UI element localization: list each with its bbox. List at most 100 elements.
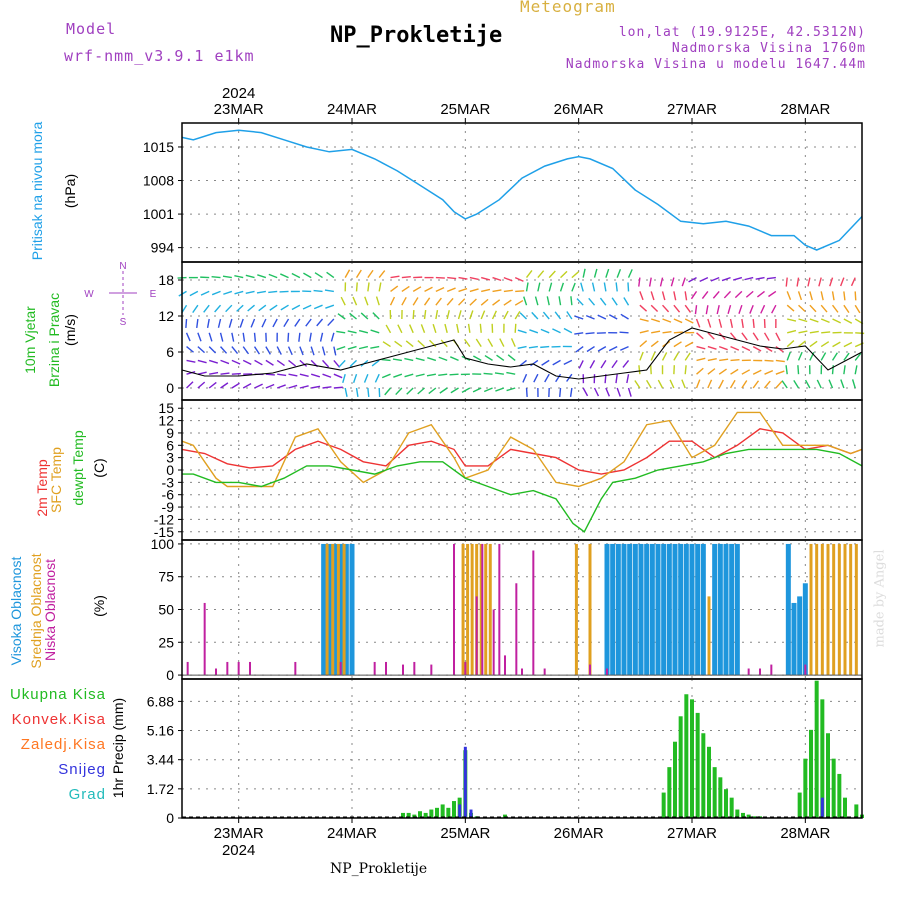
wind-arrow [809, 340, 818, 348]
precip-snow-bar [820, 797, 824, 818]
wind-arrow [651, 330, 661, 334]
wind-arrow [582, 387, 589, 397]
wind-arrow [417, 387, 425, 395]
wind-arrow [404, 357, 414, 362]
wind-arrow [615, 374, 618, 384]
wind-arrow [721, 276, 731, 282]
wind-arrow [809, 330, 819, 334]
wind-arrow [458, 298, 466, 306]
wind-arrow [338, 359, 346, 368]
wind-arrow [305, 318, 312, 327]
wind-arrow [503, 289, 513, 293]
precip-total-bar [684, 694, 689, 818]
bottom-date-label: 25MAR [440, 825, 490, 842]
wind-arrow [291, 304, 301, 311]
wind-arrow [571, 282, 576, 292]
wind-arrow [627, 269, 633, 278]
wind-arrow [330, 332, 335, 342]
wind-arrow [261, 318, 267, 328]
model-elevation: Nadmorska Visina u modelu 1647.44m [565, 57, 866, 72]
wind-arrow [298, 332, 301, 342]
precip-ytick-label: 5.16 [147, 723, 174, 739]
pressure-ytick-label: 1015 [143, 139, 174, 155]
wind-arrow [670, 277, 675, 287]
wind-arrow [314, 272, 323, 279]
wind-arrow [540, 328, 550, 334]
wind-arrow [469, 310, 474, 320]
wind-arrow [840, 379, 845, 389]
top-date-label: 23MAR [214, 101, 264, 118]
wind-arrow [245, 290, 255, 295]
wind-arrow [804, 379, 811, 389]
wind-arrow [591, 282, 596, 292]
wind-arrow [820, 304, 828, 313]
wind-arrow [347, 345, 357, 350]
temperature-ytick-label: 9 [166, 425, 174, 441]
wind-arrow [239, 318, 244, 328]
wind-arrow [616, 268, 622, 278]
wind-arrow [752, 380, 760, 389]
wind-arrow [423, 297, 431, 306]
model-value: wrf-nmm_v3.9.1 e1km [64, 47, 255, 65]
wind-arrow [196, 318, 199, 329]
wind-arrow [534, 296, 539, 306]
wind-arrow [384, 387, 392, 396]
wind-arrow [733, 276, 743, 281]
cloud-low-bar [589, 664, 591, 676]
cloud-mid-bar [707, 596, 711, 676]
wind-arrow [650, 291, 655, 301]
wind-arrow [542, 311, 550, 320]
wind-arrow [661, 352, 668, 361]
wind-arrow [649, 365, 652, 375]
wind-arrow [211, 290, 221, 296]
wind-arrow [401, 296, 407, 306]
legend-hail: Grad [68, 786, 106, 803]
cloud-high-bar [321, 543, 327, 676]
legend-snow: Snijeg [58, 761, 106, 778]
wind-arrow [775, 380, 783, 389]
wind-arrow [855, 332, 865, 335]
wind-arrow [197, 346, 206, 354]
wind-arrow [530, 359, 539, 367]
wind-arrow [710, 276, 720, 282]
wind-arrow [381, 373, 391, 379]
pressure-ytick-label: 1001 [143, 206, 174, 222]
wind-arrow [554, 311, 562, 320]
cloud-mid-bar [325, 543, 329, 676]
wind-arrow [483, 372, 493, 375]
precip-total-bar [854, 804, 859, 818]
pressure-line [181, 129, 863, 251]
precip-total-bar [814, 680, 819, 818]
wind-arrow [449, 356, 459, 362]
model-label: Model [66, 20, 117, 38]
wind-arrow [650, 318, 661, 323]
precip-total-bar [452, 801, 456, 818]
wind-arrow [821, 331, 831, 334]
wind-arrow [566, 311, 573, 320]
wind-arrow [741, 345, 751, 352]
wind-arrow [741, 369, 751, 375]
wind-arrow [447, 276, 457, 280]
wind-arrow [291, 272, 301, 279]
wind-arrow [288, 359, 297, 367]
wind-arrow [787, 329, 797, 334]
wind-arrow [820, 352, 827, 361]
wind-arrow [785, 277, 788, 287]
wind-arrow [299, 385, 309, 389]
wind-arrow [639, 318, 649, 322]
wind-arrow [367, 269, 374, 279]
wind-arrow [492, 276, 502, 282]
wind-arrow [786, 304, 795, 312]
wind-arrow [701, 290, 709, 299]
cloud-low-bar [464, 661, 467, 676]
bottom-date-label: 27MAR [667, 825, 717, 842]
wind-arrow [242, 383, 252, 389]
wind-arrow [234, 290, 244, 295]
wind-arrow [741, 318, 744, 329]
temperature-ytick-label: -12 [154, 511, 174, 527]
wind-arrow [829, 277, 834, 287]
wind-arrow [673, 352, 680, 361]
bottom-year-label: 2024 [222, 842, 255, 859]
temperature-ytick-label: 12 [158, 413, 174, 429]
wind-arrow [417, 340, 426, 348]
